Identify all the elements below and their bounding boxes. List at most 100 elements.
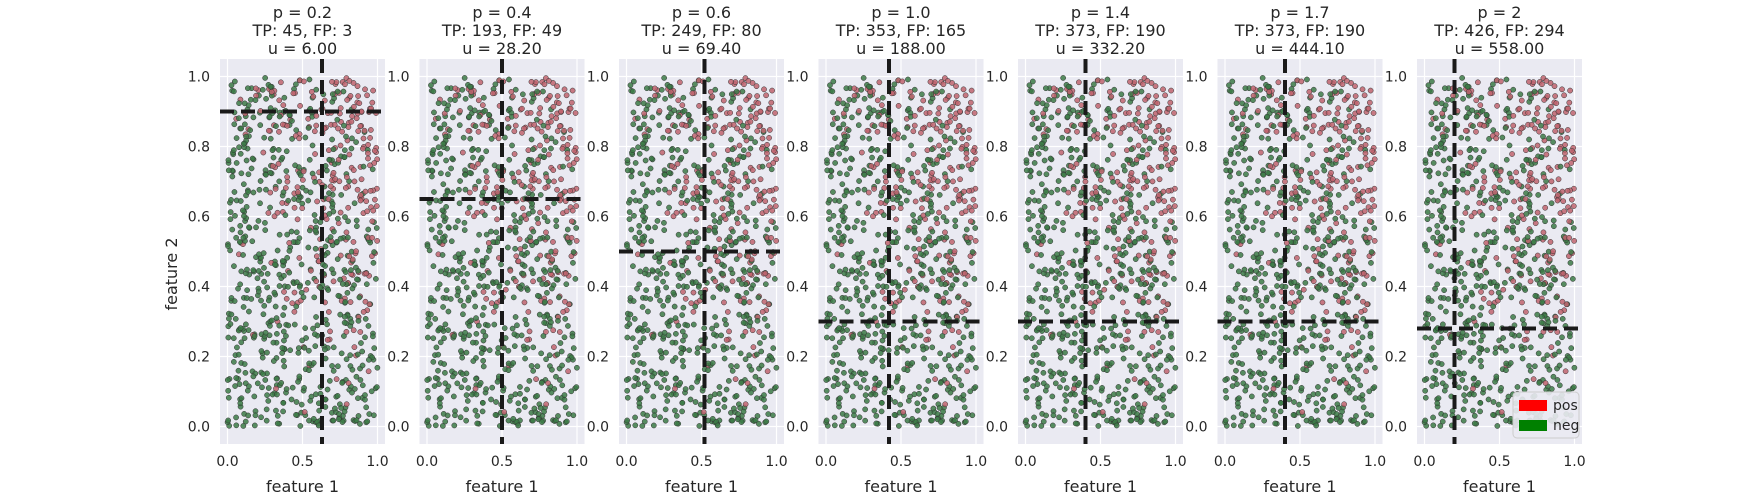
point-neg — [881, 107, 887, 114]
point-neg — [373, 225, 380, 231]
point-neg — [690, 321, 697, 328]
point-pos — [557, 192, 564, 198]
point-neg — [559, 362, 565, 369]
point-pos — [1363, 368, 1369, 375]
point-pos — [910, 151, 917, 157]
point-neg — [705, 367, 711, 374]
point-neg — [844, 308, 851, 315]
point-pos — [564, 141, 571, 148]
point-neg — [636, 198, 643, 204]
point-neg — [694, 345, 701, 351]
point-neg — [472, 123, 479, 129]
point-pos — [1141, 328, 1148, 335]
point-neg — [285, 283, 291, 290]
point-neg — [883, 283, 890, 290]
point-pos — [766, 187, 773, 194]
point-neg — [947, 145, 953, 152]
point-neg — [1063, 385, 1070, 391]
point-neg — [636, 223, 643, 229]
point-neg — [1132, 88, 1139, 95]
point-neg — [252, 97, 259, 103]
point-pos — [275, 161, 282, 167]
point-neg — [289, 118, 295, 124]
point-neg — [1043, 171, 1050, 178]
point-pos — [917, 182, 924, 188]
point-pos — [370, 87, 376, 94]
point-neg — [930, 405, 937, 412]
point-neg — [543, 356, 549, 363]
point-neg — [849, 114, 855, 121]
point-neg — [1061, 406, 1068, 413]
point-neg — [359, 382, 366, 389]
point-neg — [288, 396, 295, 403]
point-neg — [435, 115, 442, 122]
point-neg — [338, 350, 345, 357]
point-neg — [854, 288, 861, 295]
point-pos — [970, 147, 977, 154]
point-neg — [1033, 367, 1040, 374]
point-neg — [1229, 189, 1235, 195]
point-pos — [949, 167, 956, 173]
point-neg — [730, 228, 736, 235]
point-neg — [742, 133, 748, 140]
y-tick-label: 0.0 — [387, 420, 409, 436]
point-neg — [752, 373, 759, 380]
point-neg — [254, 275, 261, 282]
point-neg — [1044, 224, 1050, 231]
point-neg — [824, 157, 830, 164]
point-pos — [771, 196, 777, 203]
point-neg — [344, 289, 351, 296]
point-neg — [673, 420, 680, 427]
point-neg — [488, 118, 495, 124]
point-neg — [650, 422, 657, 429]
point-neg — [1045, 96, 1052, 103]
point-neg — [1050, 97, 1057, 103]
point-pos — [483, 122, 490, 129]
point-neg — [624, 167, 631, 174]
point-neg — [511, 343, 518, 349]
point-pos — [337, 142, 344, 149]
point-neg — [661, 329, 668, 336]
point-pos — [330, 278, 337, 285]
point-neg — [905, 156, 912, 163]
point-neg — [1070, 261, 1076, 268]
point-neg — [542, 269, 549, 275]
point-pos — [757, 176, 764, 183]
point-neg — [880, 94, 886, 101]
point-neg — [231, 88, 237, 95]
point-pos — [750, 344, 757, 350]
point-pos — [718, 105, 725, 112]
point-neg — [687, 396, 694, 403]
point-neg — [339, 380, 346, 386]
point-neg — [662, 95, 668, 102]
point-pos — [1143, 380, 1150, 386]
point-pos — [683, 122, 690, 129]
point-neg — [1094, 373, 1101, 380]
point-pos — [276, 128, 282, 135]
point-neg — [262, 219, 268, 226]
point-neg — [859, 311, 865, 318]
point-pos — [329, 78, 335, 85]
point-neg — [870, 107, 877, 114]
point-neg — [671, 107, 678, 114]
point-neg — [846, 96, 853, 103]
point-neg — [1239, 361, 1246, 367]
point-neg — [1103, 197, 1110, 204]
point-neg — [498, 261, 504, 268]
point-neg — [330, 368, 337, 374]
point-neg — [238, 268, 245, 275]
point-neg — [933, 292, 940, 299]
point-neg — [449, 155, 455, 162]
point-neg — [339, 419, 346, 425]
point-pos — [745, 253, 751, 260]
point-neg — [721, 396, 728, 403]
point-pos — [559, 145, 566, 152]
point-neg — [630, 298, 637, 304]
point-neg — [650, 393, 657, 400]
point-neg — [1140, 299, 1147, 305]
point-neg — [900, 325, 907, 331]
point-neg — [324, 386, 331, 393]
point-neg — [855, 200, 862, 207]
point-neg — [279, 154, 286, 161]
point-neg — [943, 234, 950, 241]
